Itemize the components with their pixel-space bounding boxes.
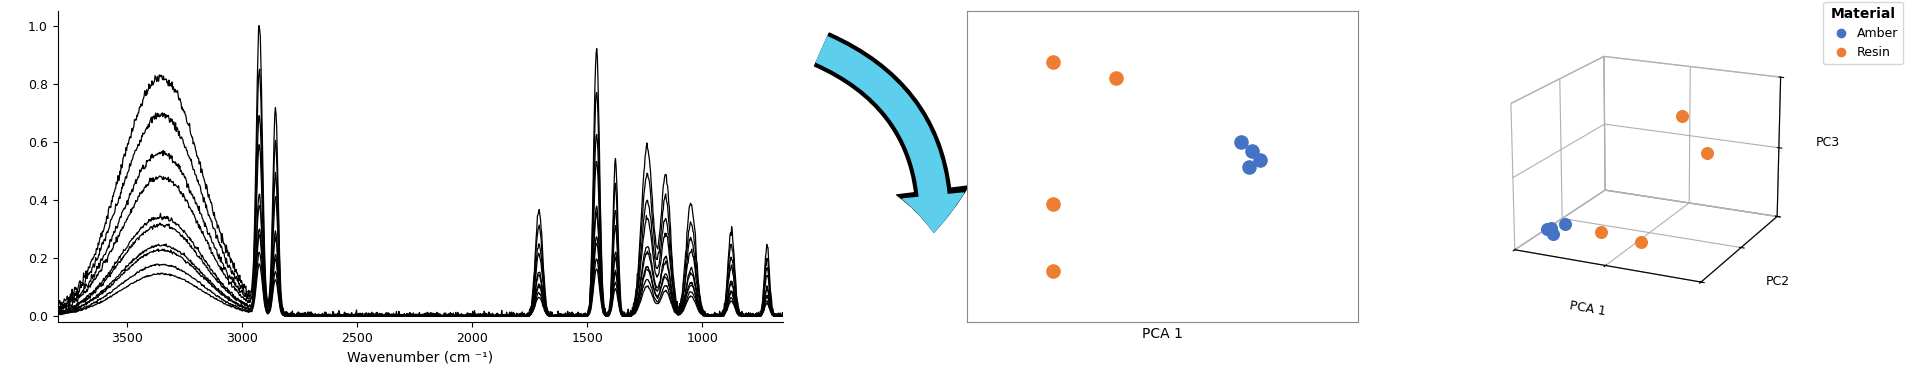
Point	[1039, 201, 1069, 207]
Y-axis label: PC2: PC2	[1766, 275, 1789, 288]
FancyArrowPatch shape	[816, 37, 964, 232]
Point	[1233, 164, 1263, 169]
FancyArrowPatch shape	[814, 33, 968, 232]
Point	[1039, 59, 1069, 65]
Legend: Amber, Resin: Amber, Resin	[1824, 2, 1903, 64]
Point	[1236, 148, 1267, 154]
Point	[1225, 139, 1256, 145]
X-axis label: PCA 1: PCA 1	[1569, 299, 1607, 318]
Point	[1244, 157, 1275, 163]
X-axis label: Wavenumber (cm ⁻¹): Wavenumber (cm ⁻¹)	[348, 350, 493, 364]
Point	[1100, 75, 1131, 81]
Point	[1039, 268, 1069, 274]
X-axis label: PCA 1: PCA 1	[1142, 327, 1183, 342]
